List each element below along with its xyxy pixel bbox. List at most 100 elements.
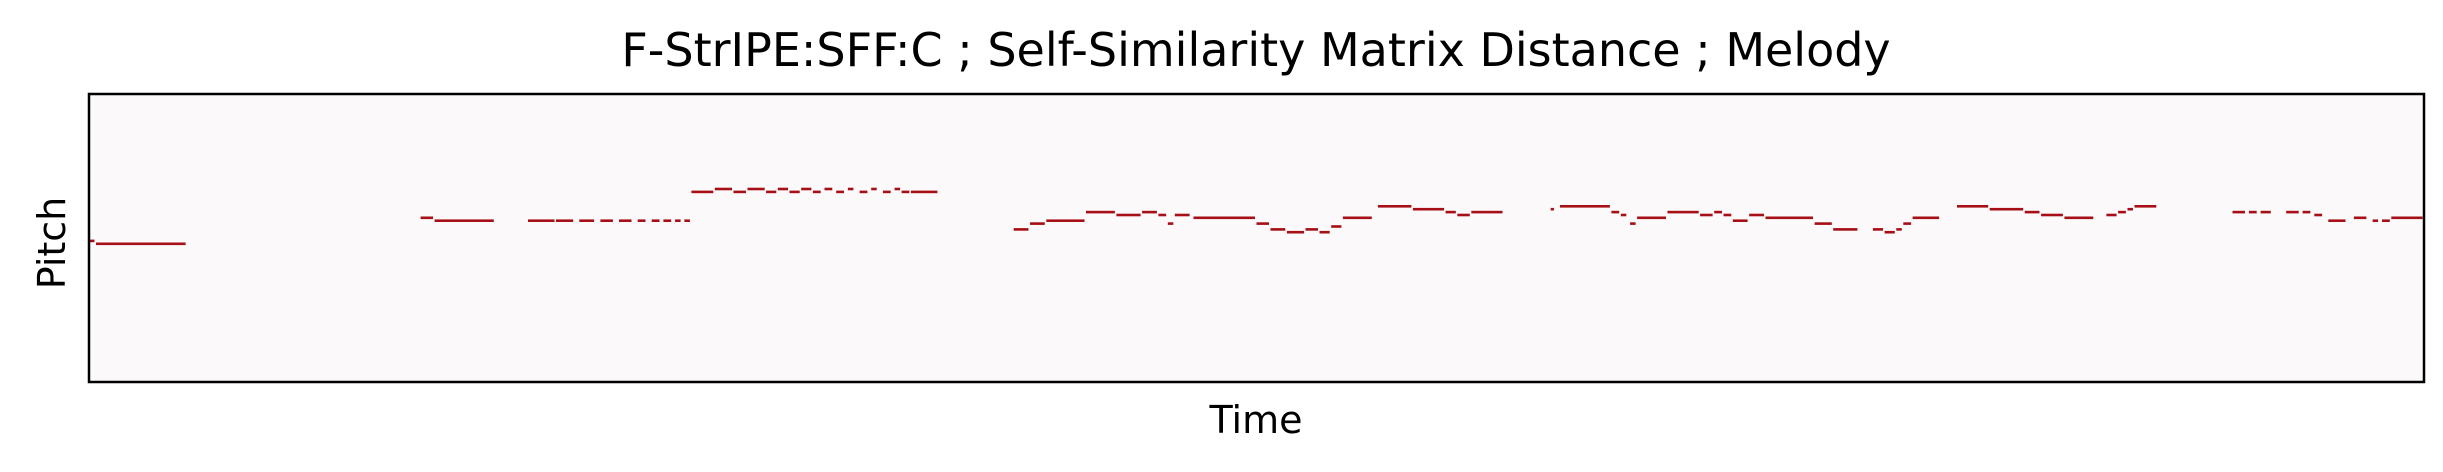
note xyxy=(675,219,681,222)
note xyxy=(579,219,595,222)
note xyxy=(1833,228,1858,231)
note xyxy=(2328,219,2346,222)
x-axis-label: Time xyxy=(1209,398,1303,442)
note xyxy=(619,219,632,222)
note xyxy=(910,190,938,194)
note xyxy=(836,190,844,194)
note xyxy=(1896,228,1902,231)
note xyxy=(2041,213,2063,217)
note xyxy=(1331,225,1342,228)
note xyxy=(89,239,95,243)
note xyxy=(1884,230,1895,234)
note xyxy=(1560,205,1610,208)
note xyxy=(434,219,494,222)
note xyxy=(1342,216,1372,220)
note xyxy=(1086,210,1115,214)
note xyxy=(2248,210,2257,214)
note xyxy=(1286,230,1305,234)
note xyxy=(1174,213,1190,217)
note xyxy=(901,190,910,194)
note xyxy=(1412,207,1445,211)
note xyxy=(528,219,555,222)
note xyxy=(871,187,877,191)
note xyxy=(1630,222,1636,225)
note xyxy=(1620,213,1627,217)
plot-background xyxy=(89,94,2424,382)
note xyxy=(1167,222,1174,225)
note xyxy=(1989,207,2024,211)
note xyxy=(894,187,901,191)
note xyxy=(1957,205,1989,208)
note xyxy=(2372,219,2379,222)
note xyxy=(1903,222,1912,225)
note xyxy=(1142,210,1157,214)
note xyxy=(766,190,777,194)
note xyxy=(882,190,891,194)
note xyxy=(1377,205,1412,208)
note xyxy=(812,190,821,194)
note xyxy=(684,219,690,222)
note xyxy=(1193,216,1255,220)
note xyxy=(96,242,186,246)
note xyxy=(1732,219,1748,222)
note xyxy=(556,219,574,222)
note xyxy=(600,219,613,222)
note xyxy=(1445,210,1456,214)
note xyxy=(2353,216,2367,220)
notes-layer xyxy=(89,187,2423,246)
note xyxy=(1912,216,1940,220)
plot-frame xyxy=(87,92,2426,384)
note xyxy=(859,190,868,194)
note xyxy=(1765,216,1813,220)
note xyxy=(651,219,660,222)
note xyxy=(777,187,788,191)
note xyxy=(1749,213,1764,217)
note xyxy=(2260,210,2271,214)
note xyxy=(420,216,434,220)
note xyxy=(1723,213,1732,217)
note xyxy=(1305,228,1318,231)
note xyxy=(663,219,672,222)
note xyxy=(691,190,714,194)
note xyxy=(1270,228,1286,231)
note xyxy=(2302,210,2311,214)
note xyxy=(2127,207,2133,211)
note xyxy=(2064,216,2094,220)
note xyxy=(1550,207,1554,211)
note xyxy=(1667,210,1699,214)
note xyxy=(1013,228,1029,231)
chart-title: F-StrIPE:SFF:C ; Self-Similarity Matrix … xyxy=(621,23,1890,77)
note xyxy=(2391,216,2423,220)
note xyxy=(1158,213,1167,217)
note xyxy=(2106,213,2117,217)
note xyxy=(1872,228,1884,231)
note xyxy=(1319,230,1330,234)
note xyxy=(2314,213,2323,217)
note xyxy=(1471,210,1503,214)
note xyxy=(824,187,833,191)
note xyxy=(1030,222,1045,225)
note xyxy=(1637,216,1666,220)
note xyxy=(1700,213,1713,217)
y-axis-label: Pitch xyxy=(30,197,74,290)
note xyxy=(801,187,812,191)
note xyxy=(1814,222,1832,225)
note xyxy=(1611,210,1620,214)
note xyxy=(714,187,732,191)
note xyxy=(1256,222,1269,225)
note xyxy=(2024,210,2040,214)
note xyxy=(1457,213,1470,217)
note xyxy=(2286,210,2299,214)
note xyxy=(789,190,800,194)
note xyxy=(2134,205,2157,208)
note xyxy=(1046,219,1085,222)
note xyxy=(847,187,854,191)
note xyxy=(2118,210,2126,214)
note xyxy=(1116,213,1141,217)
note xyxy=(747,187,765,191)
note xyxy=(2232,210,2245,214)
note xyxy=(1714,210,1722,214)
note xyxy=(733,190,746,194)
note xyxy=(637,219,646,222)
